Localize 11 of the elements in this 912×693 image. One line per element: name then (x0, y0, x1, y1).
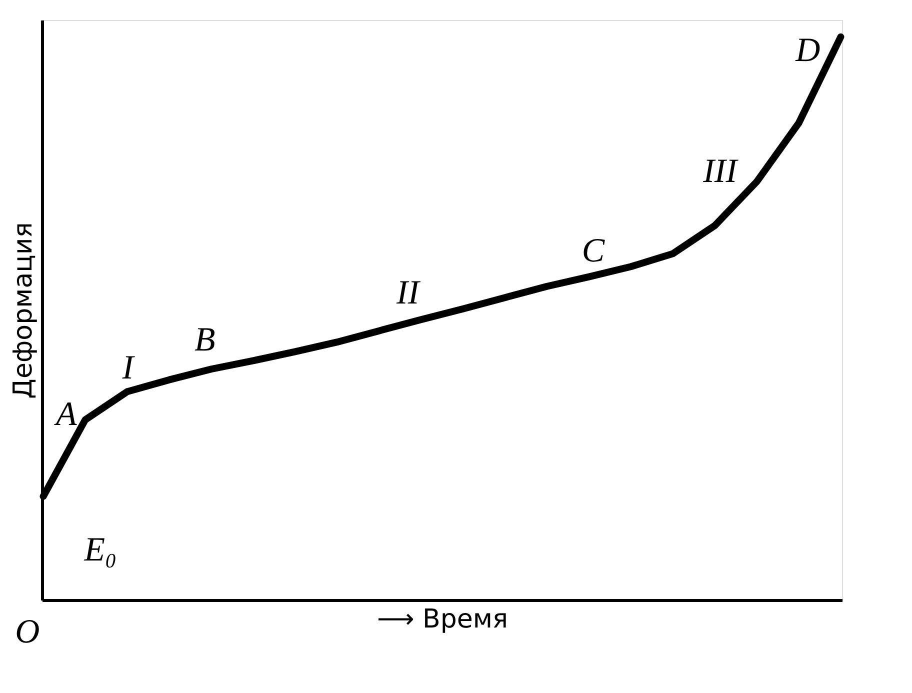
annotation: III (702, 153, 739, 190)
annotation: A (54, 396, 77, 434)
annotation: B (194, 321, 216, 358)
text: O (15, 614, 40, 651)
annotation: E₀ (83, 532, 117, 568)
y-axis-title: Деформация (8, 222, 38, 399)
annotation: II (396, 274, 421, 312)
annotation: D (794, 32, 821, 69)
x-axis-title: ⟶ Время (376, 604, 508, 634)
annotation: I (121, 349, 136, 386)
annotation: C (582, 232, 605, 270)
